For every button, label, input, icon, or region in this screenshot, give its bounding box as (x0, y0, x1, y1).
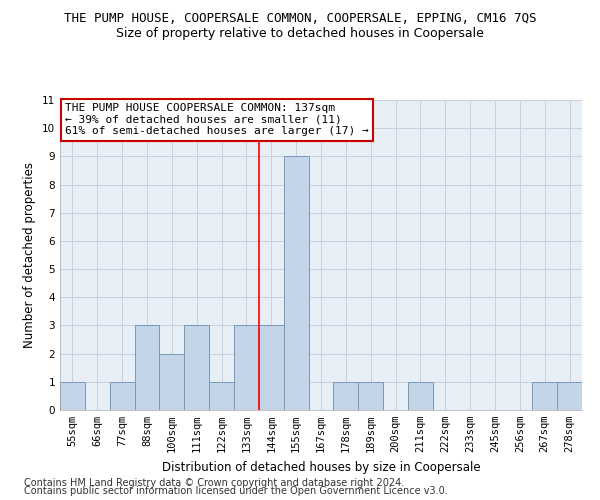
Text: THE PUMP HOUSE COOPERSALE COMMON: 137sqm
← 39% of detached houses are smaller (1: THE PUMP HOUSE COOPERSALE COMMON: 137sqm… (65, 103, 369, 136)
Text: THE PUMP HOUSE, COOPERSALE COMMON, COOPERSALE, EPPING, CM16 7QS: THE PUMP HOUSE, COOPERSALE COMMON, COOPE… (64, 12, 536, 26)
Bar (259, 326, 284, 410)
Bar (234, 326, 259, 410)
Bar (209, 382, 234, 410)
Bar (532, 382, 557, 410)
Bar (110, 382, 134, 410)
Bar (284, 156, 308, 410)
Y-axis label: Number of detached properties: Number of detached properties (23, 162, 37, 348)
Text: Size of property relative to detached houses in Coopersale: Size of property relative to detached ho… (116, 28, 484, 40)
Text: Contains HM Land Registry data © Crown copyright and database right 2024.: Contains HM Land Registry data © Crown c… (24, 478, 404, 488)
Bar (184, 326, 209, 410)
Text: Contains public sector information licensed under the Open Government Licence v3: Contains public sector information licen… (24, 486, 448, 496)
Bar (557, 382, 582, 410)
Bar (408, 382, 433, 410)
Bar (358, 382, 383, 410)
Bar (134, 326, 160, 410)
Bar (160, 354, 184, 410)
Bar (334, 382, 358, 410)
Bar (60, 382, 85, 410)
X-axis label: Distribution of detached houses by size in Coopersale: Distribution of detached houses by size … (161, 460, 481, 473)
